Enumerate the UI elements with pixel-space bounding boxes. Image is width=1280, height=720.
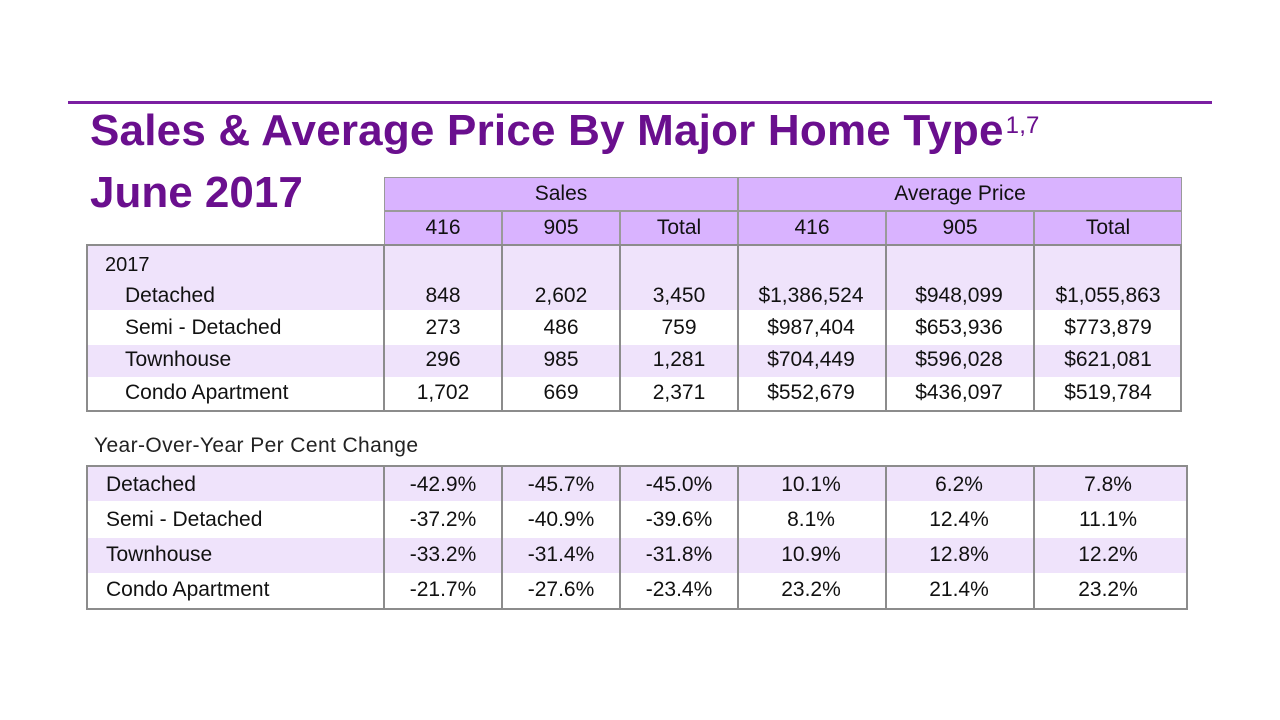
table-yoy-cell: -27.6% xyxy=(527,578,595,601)
table-yoy-cell: -31.8% xyxy=(645,543,713,566)
table-yoy-row-label: Detached xyxy=(106,473,196,496)
table-yoy-band-townhouse xyxy=(88,538,1186,573)
table-yoy-cell: -31.4% xyxy=(527,543,595,566)
table-2017-cell: 486 xyxy=(543,316,579,339)
table-yoy-cell: 7.8% xyxy=(1084,473,1132,496)
table-yoy-band-detached xyxy=(88,467,1186,501)
header-col-price-total: Total xyxy=(1034,211,1182,245)
table-yoy-divider xyxy=(619,465,621,610)
table-yoy-cell: 23.2% xyxy=(1078,578,1138,601)
header-col-sales-total: Total xyxy=(620,211,738,245)
table-2017-divider xyxy=(737,244,739,412)
table-2017-cell: $653,936 xyxy=(915,316,1003,339)
header-col-sales-416: 416 xyxy=(384,211,502,245)
table-2017-cell: 2,602 xyxy=(534,284,588,307)
table-yoy-cell: 23.2% xyxy=(781,578,841,601)
table-yoy-row-label: Semi - Detached xyxy=(106,508,263,531)
table-2017-cell: 296 xyxy=(425,348,461,371)
table-yoy-cell: 8.1% xyxy=(787,508,835,531)
table-2017-band-townhouse xyxy=(88,345,1180,377)
table-2017-divider xyxy=(501,244,503,412)
table-2017-cell: 848 xyxy=(425,284,461,307)
title-footnote-marks: 1,7 xyxy=(1005,112,1040,139)
header-col-price-905: 905 xyxy=(886,211,1034,245)
header-col-price-416: 416 xyxy=(738,211,886,245)
table-2017-cell: 759 xyxy=(661,316,697,339)
table-yoy-cell: -45.7% xyxy=(527,473,595,496)
table-2017-cell: $552,679 xyxy=(767,381,855,404)
yoy-section-title: Year-Over-Year Per Cent Change xyxy=(94,434,419,457)
table-2017-cell: 985 xyxy=(543,348,579,371)
table-2017-cell: $987,404 xyxy=(767,316,855,339)
table-yoy-divider xyxy=(501,465,503,610)
title-text: Sales & Average Price By Major Home Type xyxy=(90,106,1004,155)
table-2017-band-top xyxy=(88,246,1180,310)
table-yoy-cell: 21.4% xyxy=(929,578,989,601)
table-2017-row-label: Detached xyxy=(125,284,215,307)
page-title: Sales & Average Price By Major Home Type… xyxy=(90,106,1040,156)
table-yoy-cell: -39.6% xyxy=(645,508,713,531)
table-2017-divider xyxy=(1033,244,1035,412)
table-2017-cell: $1,386,524 xyxy=(758,284,864,307)
table-yoy-cell: -42.9% xyxy=(409,473,477,496)
table-2017-row-label: Townhouse xyxy=(125,348,232,371)
header-group-sales: Sales xyxy=(384,177,738,211)
table-2017-cell: 1,281 xyxy=(652,348,706,371)
table-2017-cell: $436,097 xyxy=(915,381,1003,404)
table-yoy-cell: 12.8% xyxy=(929,543,989,566)
table-yoy-cell: 12.2% xyxy=(1078,543,1138,566)
table-yoy-cell: -33.2% xyxy=(409,543,477,566)
table-yoy-divider xyxy=(1033,465,1035,610)
table-2017-row-label: Condo Apartment xyxy=(125,381,289,404)
table-2017-frame xyxy=(86,244,1182,412)
header-group-average-price: Average Price xyxy=(738,177,1182,211)
table-2017-cell: $704,449 xyxy=(767,348,855,371)
table-yoy-row-label: Townhouse xyxy=(106,543,213,566)
table-2017-divider xyxy=(619,244,621,412)
top-rule xyxy=(68,101,1212,104)
table-yoy-divider xyxy=(383,465,385,610)
table-yoy-cell: 10.9% xyxy=(781,543,841,566)
section-label-2017: 2017 xyxy=(105,254,150,276)
table-2017-cell: 273 xyxy=(425,316,461,339)
table-2017-cell: $621,081 xyxy=(1064,348,1152,371)
table-2017-cell: 1,702 xyxy=(416,381,470,404)
table-2017-cell: $596,028 xyxy=(915,348,1003,371)
table-2017-cell: 3,450 xyxy=(652,284,706,307)
table-yoy-cell: 11.1% xyxy=(1079,508,1137,531)
table-yoy-divider xyxy=(885,465,887,610)
table-yoy-cell: 10.1% xyxy=(781,473,841,496)
table-yoy-cell: -40.9% xyxy=(527,508,595,531)
table-yoy-frame xyxy=(86,465,1188,610)
table-yoy-cell: 6.2% xyxy=(935,473,983,496)
table-2017-cell: $519,784 xyxy=(1064,381,1152,404)
table-yoy-row-label: Condo Apartment xyxy=(106,578,270,601)
table-2017-cell: $948,099 xyxy=(915,284,1003,307)
table-yoy-cell: 12.4% xyxy=(929,508,989,531)
table-2017-cell: $1,055,863 xyxy=(1055,284,1161,307)
table-yoy-cell: -45.0% xyxy=(645,473,713,496)
header-col-sales-905: 905 xyxy=(502,211,620,245)
page-subtitle: June 2017 xyxy=(90,168,303,217)
table-2017-cell: $773,879 xyxy=(1064,316,1152,339)
table-yoy-cell: -37.2% xyxy=(409,508,477,531)
table-2017-divider xyxy=(885,244,887,412)
table-2017-row-label: Semi - Detached xyxy=(125,316,282,339)
table-yoy-cell: -21.7% xyxy=(409,578,477,601)
table-yoy-cell: -23.4% xyxy=(645,578,713,601)
table-2017-divider xyxy=(383,244,385,412)
table-yoy-divider xyxy=(737,465,739,610)
table-2017-cell: 669 xyxy=(543,381,579,404)
table-2017-cell: 2,371 xyxy=(652,381,706,404)
